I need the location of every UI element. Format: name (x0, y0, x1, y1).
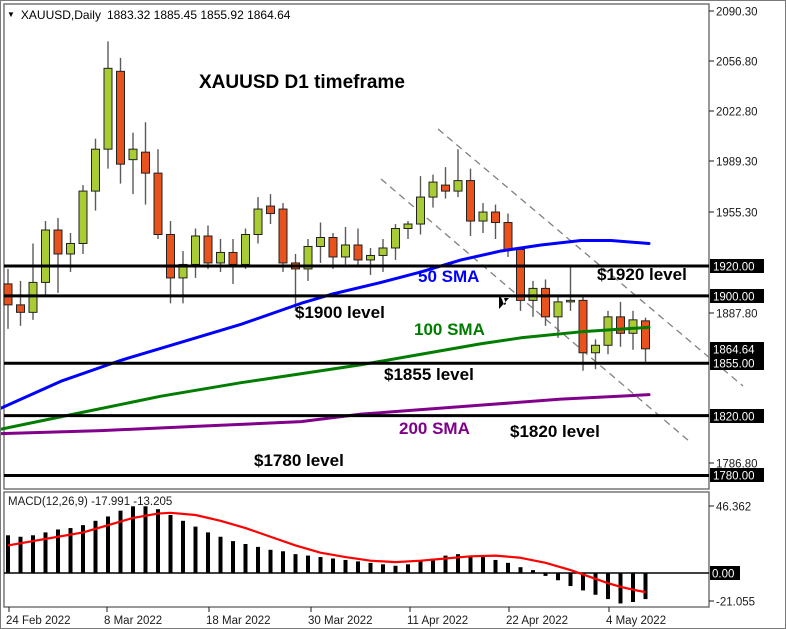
date-label: 22 Apr 2022 (506, 615, 568, 627)
price-axis: 2090.30 2056.80 2022.80 1989.30 1955.30 1920.… (709, 7, 764, 483)
symbol-ohlc-values: 1883.32 1885.45 1855.92 1864.64 (106, 8, 291, 22)
date-label: 18 Mar 2022 (206, 615, 271, 627)
macd-axis: 46.362 0.00 -21.055 (709, 502, 755, 609)
svg-text:1989.30: 1989.30 (716, 157, 758, 169)
sma100-label: 100 SMA (414, 320, 485, 339)
mouse-cursor-icon (499, 295, 509, 309)
level-label-1920: $1920 level (597, 265, 687, 284)
level-label-1780: $1780 level (254, 451, 344, 470)
svg-text:1786.80: 1786.80 (716, 459, 758, 471)
svg-text:1855.00: 1855.00 (713, 359, 755, 371)
symbol-dropdown-icon[interactable]: ▼ (7, 10, 15, 19)
date-axis: 24 Feb 2022 8 Mar 2022 18 Mar 2022 30 Mar 2… (6, 607, 666, 627)
sma200-label: 200 SMA (399, 419, 470, 438)
level-label-1820: $1820 level (510, 422, 600, 441)
macd-panel: MACD(12,26,9) -17.991 -13.205 (4, 496, 709, 604)
date-label: 8 Mar 2022 (104, 615, 162, 627)
svg-text:1864.64: 1864.64 (713, 345, 755, 357)
sma50-label: 50 SMA (418, 267, 480, 286)
svg-text:1887.80: 1887.80 (716, 309, 758, 321)
level-label-1900: $1900 level (295, 303, 385, 322)
svg-text:2022.80: 2022.80 (716, 107, 758, 119)
date-label: 30 Mar 2022 (308, 615, 373, 627)
svg-text:0.00: 0.00 (712, 569, 734, 581)
date-label: 24 Feb 2022 (6, 615, 71, 627)
svg-text:-21.055: -21.055 (716, 597, 755, 609)
date-label: 4 May 2022 (606, 615, 666, 627)
svg-text:2056.80: 2056.80 (716, 57, 758, 69)
svg-text:46.362: 46.362 (716, 502, 751, 514)
panel-borders (3, 3, 710, 608)
chart-title: XAUUSD D1 timeframe (199, 72, 405, 93)
date-label: 11 Apr 2022 (407, 615, 468, 627)
sma-line (1, 238, 651, 410)
symbol-header: ▼ XAUUSD,Daily 1883.32 1885.45 1855.92 1… (7, 8, 290, 22)
svg-text:1820.00: 1820.00 (713, 412, 755, 424)
symbol-name: XAUUSD,Daily (20, 8, 101, 22)
sma-line (1, 325, 651, 431)
svg-text:1780.00: 1780.00 (713, 471, 755, 483)
sma-layer (1, 238, 651, 436)
macd-header: MACD(12,26,9) -17.991 -13.205 (8, 496, 172, 508)
svg-text:1900.00: 1900.00 (713, 292, 755, 304)
svg-text:1955.30: 1955.30 (716, 208, 758, 220)
trendlines-layer (380, 128, 744, 442)
macd-signal-line (7, 511, 646, 594)
level-lines-layer (4, 264, 709, 478)
level-label-1855: $1855 level (384, 365, 474, 384)
svg-text:1920.00: 1920.00 (713, 262, 755, 274)
svg-text:2090.30: 2090.30 (716, 7, 758, 19)
